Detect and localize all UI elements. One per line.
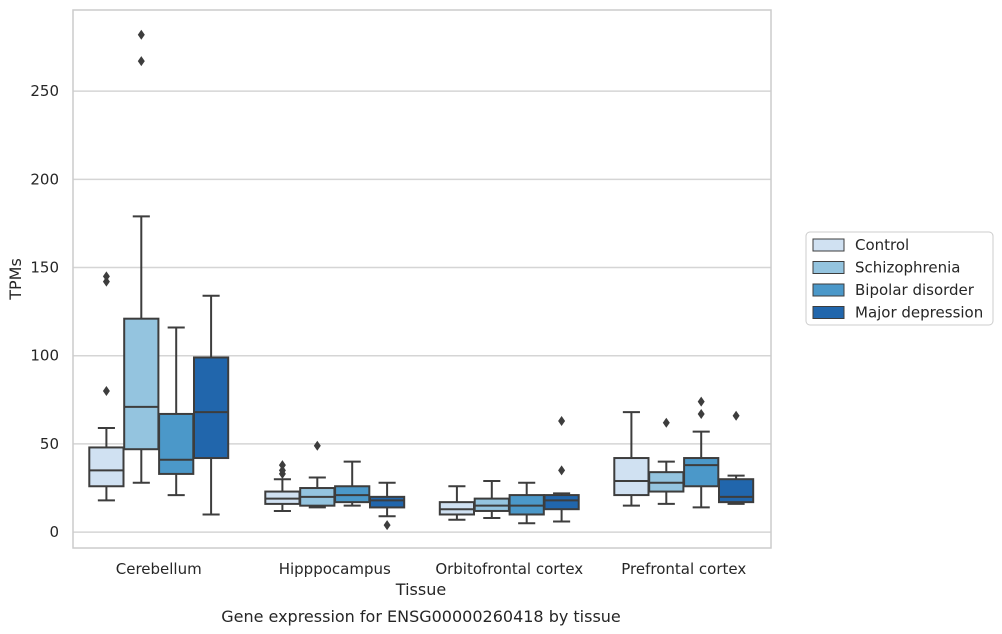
box-major-depression bbox=[368, 481, 406, 531]
outlier-point bbox=[278, 460, 286, 471]
box-bipolar-disorder bbox=[683, 396, 720, 509]
box-iqr bbox=[613, 457, 650, 497]
legend: Control Schizophrenia Bipolar disorder Majo… bbox=[805, 231, 994, 326]
legend-label: Bipolar disorder bbox=[855, 281, 975, 299]
box-series bbox=[88, 29, 755, 531]
box-iqr bbox=[368, 495, 406, 509]
box-iqr bbox=[543, 494, 580, 511]
box-control bbox=[438, 485, 476, 521]
legend-swatch bbox=[812, 261, 845, 274]
legend-swatch bbox=[812, 238, 845, 252]
outlier-point bbox=[278, 465, 286, 476]
box-bipolar-disorder bbox=[508, 481, 545, 525]
plot-area-frame bbox=[72, 9, 772, 549]
y-tick-label: 100 bbox=[30, 347, 59, 365]
outlier-point bbox=[102, 276, 110, 287]
x-axis-label: Tissue bbox=[395, 580, 446, 599]
legend-label: Control bbox=[855, 236, 909, 254]
legend-swatch bbox=[812, 306, 845, 319]
legend-swatch bbox=[812, 283, 845, 297]
outlier-point bbox=[313, 440, 321, 451]
box-major-depression bbox=[543, 415, 580, 523]
box-schizophrenia bbox=[299, 440, 336, 509]
x-tick-label: Hipppocampus bbox=[279, 560, 391, 578]
box-control bbox=[613, 411, 650, 507]
x-tick-label: Cerebellum bbox=[116, 560, 202, 578]
y-axis-label: TPMs bbox=[6, 258, 25, 301]
y-tick-label: 50 bbox=[40, 435, 59, 453]
y-tick-label: 200 bbox=[30, 170, 59, 188]
outlier-point bbox=[732, 410, 740, 421]
y-tick-label: 250 bbox=[30, 82, 59, 100]
outlier-point bbox=[383, 520, 391, 531]
box-bipolar-disorder bbox=[158, 326, 195, 497]
box-iqr bbox=[158, 412, 195, 475]
x-tick-label: Orbitofrontal cortex bbox=[435, 560, 583, 578]
box-major-depression bbox=[192, 294, 230, 516]
outlier-point bbox=[137, 29, 145, 40]
box-iqr bbox=[123, 317, 160, 451]
outlier-point bbox=[697, 396, 705, 407]
y-tick-label: 0 bbox=[49, 523, 59, 541]
outlier-point bbox=[662, 417, 670, 428]
box-schizophrenia bbox=[648, 417, 685, 505]
legend-label: Schizophrenia bbox=[855, 259, 960, 277]
box-control bbox=[88, 271, 125, 502]
x-tick-labels: Cerebellum Hipppocampus Orbitofrontal cort… bbox=[116, 560, 747, 578]
outlier-point bbox=[137, 56, 145, 67]
outlier-point bbox=[558, 465, 566, 476]
outlier-point bbox=[558, 415, 566, 426]
y-tick-label: 150 bbox=[30, 259, 59, 277]
box-schizophrenia bbox=[123, 29, 160, 484]
box-iqr bbox=[192, 356, 230, 460]
box-major-depression bbox=[717, 410, 755, 505]
box-control bbox=[264, 460, 301, 512]
x-tick-label: Prefrontal cortex bbox=[621, 560, 746, 578]
outlier-point bbox=[102, 271, 110, 282]
y-tick-labels: 0 50 100 150 200 250 bbox=[30, 82, 59, 541]
box-iqr bbox=[717, 478, 755, 504]
chart-caption: Gene expression for ENSG00000260418 by t… bbox=[221, 607, 621, 626]
box-bipolar-disorder bbox=[334, 460, 371, 507]
legend-label: Major depression bbox=[855, 304, 983, 322]
box-schizophrenia bbox=[473, 479, 510, 520]
box-iqr bbox=[88, 446, 125, 488]
outlier-point bbox=[697, 408, 705, 419]
legend-frame bbox=[805, 231, 994, 326]
box-iqr bbox=[683, 457, 720, 488]
outlier-point bbox=[102, 386, 110, 397]
